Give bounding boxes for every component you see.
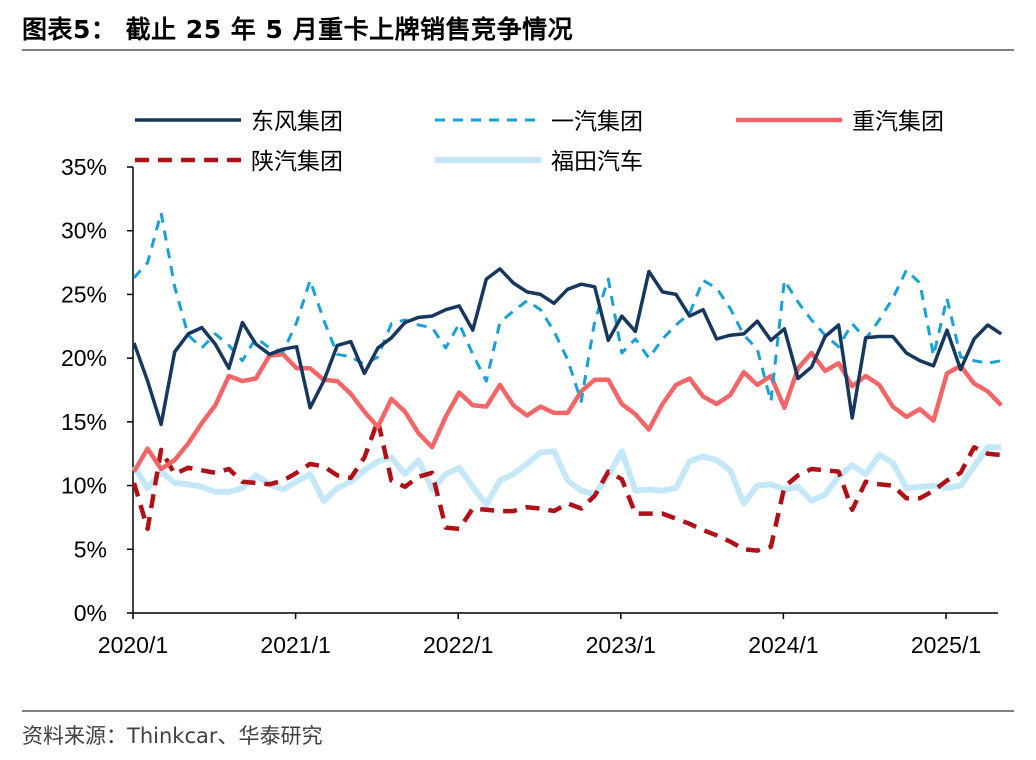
title-divider (22, 49, 1014, 51)
series-line-4 (131, 418, 1002, 553)
y-tick-label: 20% (61, 345, 107, 371)
y-tick-label: 10% (61, 473, 107, 499)
source-divider (22, 710, 1014, 712)
legend-label-1: 东风集团 (251, 108, 343, 134)
chart-series (131, 211, 1003, 553)
x-tick-label: 2021/1 (260, 632, 330, 658)
y-tick-label: 5% (74, 536, 107, 562)
y-tick-label: 25% (61, 281, 107, 307)
legend-label-5: 福田汽车 (551, 148, 643, 174)
y-tick-label: 35% (61, 154, 107, 180)
legend-label-2: 一汽集团 (551, 108, 643, 134)
source-note: 资料来源：Thinkcar、华泰研究 (22, 724, 323, 748)
chart-title: 图表5： 截止 25 年 5 月重卡上牌销售竞争情况 (22, 15, 574, 44)
x-tick-label: 2024/1 (748, 632, 818, 658)
series-line-2 (132, 211, 1002, 403)
series-line-5 (131, 444, 1002, 508)
series-line-3 (132, 350, 1003, 473)
y-tick-label: 15% (61, 409, 107, 435)
chart-axes: 0% 5% 10% 15% 20% 25% 30% 35% 2020/1 2021/1 2022/1… (61, 154, 998, 658)
series-line-1 (132, 267, 1003, 427)
x-tick-label: 2025/1 (911, 632, 981, 658)
x-tick-label: 2022/1 (423, 632, 493, 658)
y-tick-label: 30% (61, 218, 107, 244)
legend-label-4: 陕汽集团 (251, 148, 343, 174)
y-tick-label: 0% (74, 600, 107, 626)
x-tick-label: 2020/1 (98, 632, 168, 658)
legend-label-3: 重汽集团 (852, 108, 944, 134)
x-tick-label: 2023/1 (586, 632, 656, 658)
